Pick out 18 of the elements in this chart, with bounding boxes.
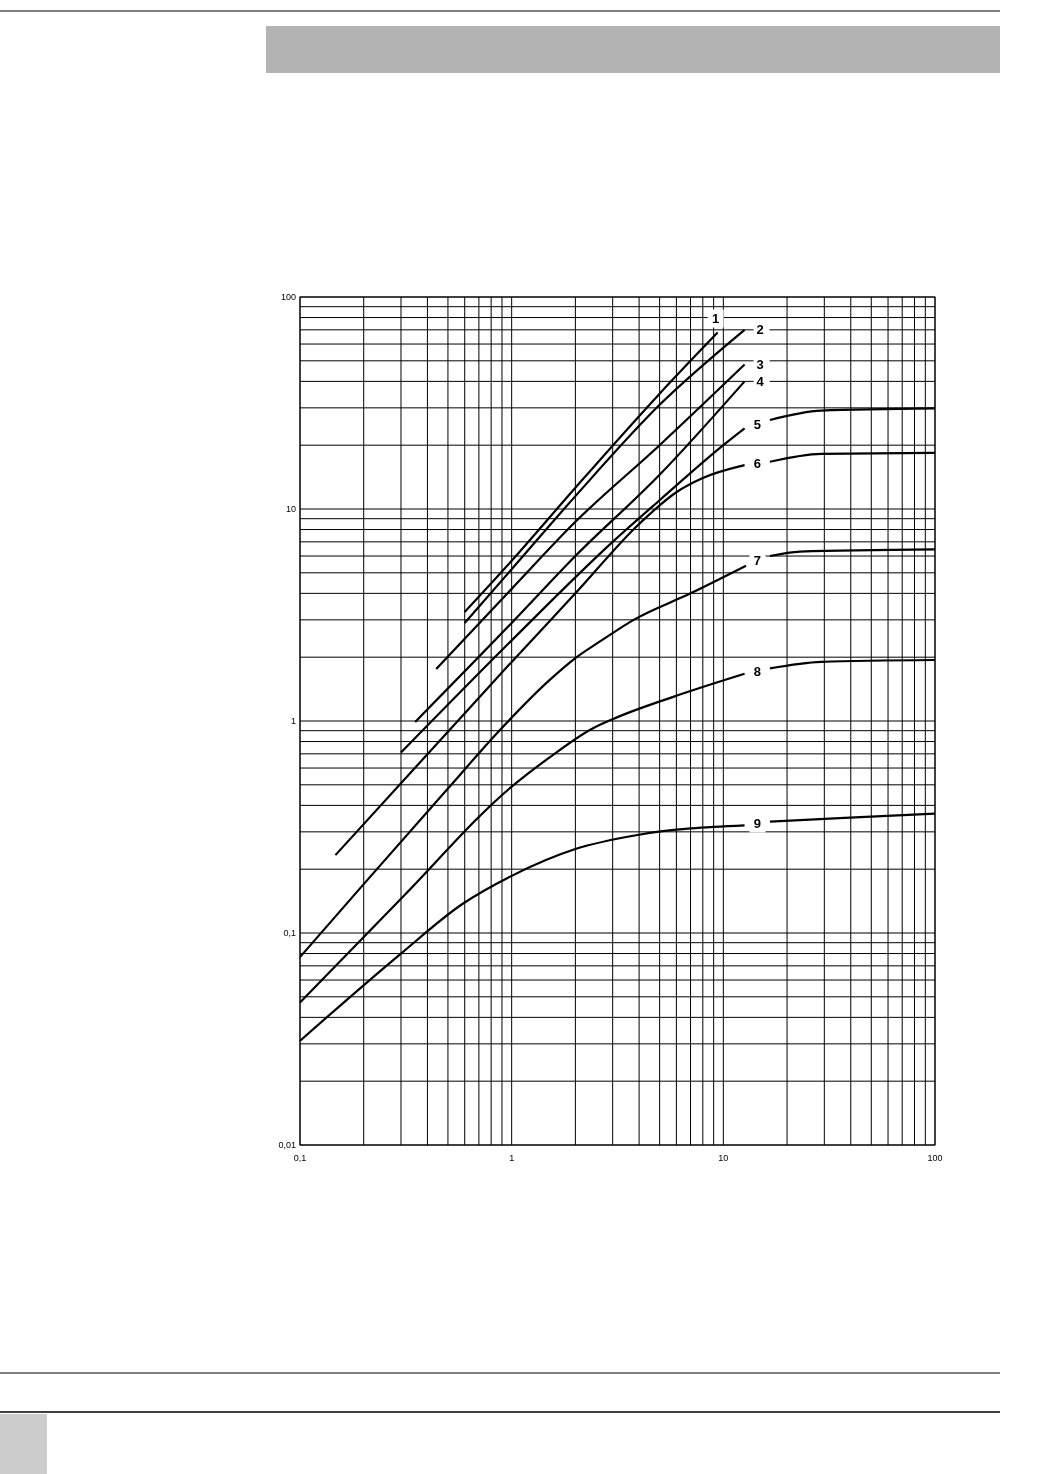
series-label: 8: [753, 663, 762, 679]
x-tick-label: 1: [509, 1153, 515, 1163]
y-tick-label: 100: [280, 292, 296, 303]
series-label: 2: [756, 322, 764, 338]
x-tick-label: 10: [718, 1153, 729, 1163]
series-label: 9: [753, 816, 762, 832]
series-label: 6: [753, 456, 762, 472]
y-tick-label: 10: [285, 504, 296, 515]
series-label: 1: [712, 311, 720, 327]
series-label: 7: [753, 553, 762, 569]
series-label: 4: [756, 373, 765, 389]
x-tick-label: 100: [927, 1153, 943, 1163]
y-tick-label: 0,1: [283, 928, 296, 939]
series-label: 3: [756, 357, 764, 373]
series-label: 5: [753, 416, 762, 432]
y-tick-label: 0,01: [278, 1140, 296, 1151]
y-tick-label: 1: [290, 716, 296, 727]
x-tick-label: 0,1: [293, 1153, 307, 1163]
